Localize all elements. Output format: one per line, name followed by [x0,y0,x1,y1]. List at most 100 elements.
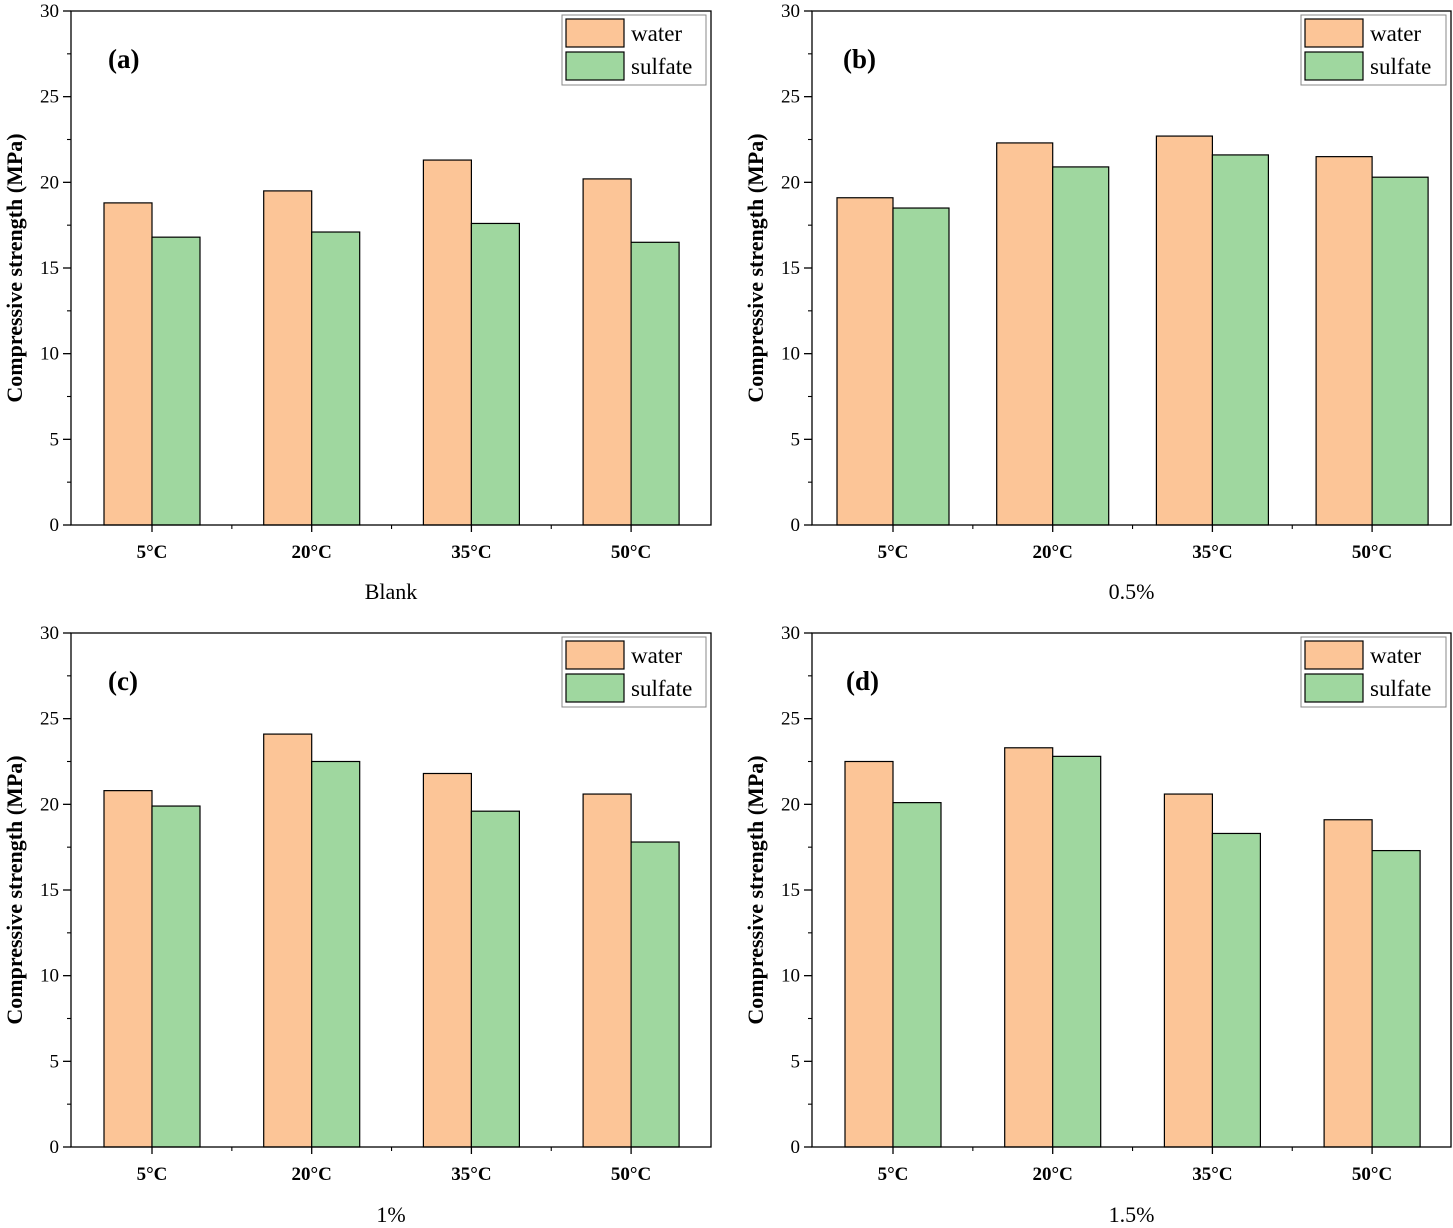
legend-label-water: water [631,21,682,46]
y-tick-label: 15 [40,880,59,901]
x-tick-label: 5°C [878,542,909,563]
x-tick-label: 35°C [1192,1164,1232,1185]
x-axis-label: 1% [376,1202,405,1227]
bar-water-2 [1163,793,1214,1148]
y-axis-label: Compressive strength (MPa) [743,133,768,402]
y-tick-label: 10 [781,966,800,987]
x-tick-label: 20°C [1033,542,1073,563]
bar-sulfate-0 [892,207,950,526]
y-tick-label: 0 [50,515,60,536]
legend: water sulfate [561,636,707,708]
y-tick-label: 20 [40,172,59,193]
x-tick-label: 50°C [611,542,651,563]
y-tick-label: 20 [781,794,800,815]
bar-water-0 [103,202,153,526]
x-tick-label: 35°C [451,1164,491,1185]
x-tick-label: 5°C [137,1164,168,1185]
legend-label-sulfate: sulfate [631,676,692,701]
legend-swatch-sulfate [565,51,625,81]
legend-label-water: water [1370,643,1421,668]
x-tick-label: 20°C [292,542,332,563]
y-tick-label: 15 [40,258,59,279]
bar-sulfate-2 [1211,832,1262,1148]
bar-sulfate-0 [892,802,942,1148]
x-axis-label: Blank [365,579,418,604]
y-axis-label: Compressive strength (MPa) [2,755,27,1024]
y-tick-label: 10 [781,344,800,365]
panel-tag: (b) [843,44,876,74]
panel-tag: (d) [846,666,879,696]
y-axis-label: Compressive strength (MPa) [2,133,27,402]
bar-water-2 [422,772,472,1148]
y-tick-label: 30 [781,1,800,22]
bar-water-3 [582,178,632,526]
legend-swatch-sulfate [1304,673,1364,703]
panel-tag: (a) [108,44,139,74]
legend: water sulfate [1300,14,1447,86]
y-tick-label: 25 [781,87,800,108]
x-tick-label: 35°C [1192,542,1232,563]
bar-sulfate-0 [151,236,201,526]
y-tick-label: 20 [40,794,59,815]
bar-water-2 [422,159,472,526]
legend: water sulfate [561,14,707,86]
bar-sulfate-2 [470,810,520,1148]
legend: water sulfate [1300,636,1447,708]
y-tick-label: 20 [781,172,800,193]
y-tick-label: 10 [40,966,59,987]
legend-label-sulfate: sulfate [1370,54,1431,79]
bar-water-3 [1323,819,1373,1148]
legend-label-water: water [631,643,682,668]
x-tick-label: 5°C [878,1164,909,1185]
bar-water-1 [263,733,313,1148]
bar-sulfate-3 [1371,176,1429,526]
bar-sulfate-1 [311,231,361,526]
bar-sulfate-1 [1052,166,1110,526]
y-tick-label: 5 [791,1051,801,1072]
y-tick-label: 30 [781,623,800,644]
y-tick-label: 25 [40,709,59,730]
bar-water-1 [996,142,1054,526]
chart-panel-3: 0 5 10 15 20 25 30 5°C 20°C 35°C 50°C Compressive s… [2,623,712,1227]
y-tick-label: 5 [50,429,60,450]
bar-sulfate-3 [1371,849,1421,1148]
y-tick-label: 0 [50,1137,60,1158]
x-tick-label: 50°C [611,1164,651,1185]
y-tick-label: 5 [50,1051,60,1072]
x-tick-label: 50°C [1352,542,1392,563]
bar-water-1 [263,190,313,526]
y-tick-label: 25 [781,709,800,730]
x-tick-label: 20°C [292,1164,332,1185]
x-tick-label: 50°C [1352,1164,1392,1185]
legend-swatch-sulfate [1304,51,1364,81]
legend-swatch-water [1304,640,1364,670]
legend-swatch-sulfate [565,673,625,703]
bar-water-3 [1315,156,1373,526]
y-tick-label: 5 [791,429,801,450]
legend-swatch-water [565,18,625,48]
chart-panel-1: 0 5 10 15 20 25 30 5°C 20°C 35°C 50°C Compressive s… [2,1,712,604]
legend-label-water: water [1370,21,1421,46]
bar-water-3 [582,793,632,1148]
bar-sulfate-3 [630,841,680,1148]
x-axis-label: 0.5% [1109,579,1155,604]
legend-label-sulfate: sulfate [1370,676,1431,701]
legend-swatch-water [565,640,625,670]
bar-sulfate-1 [1052,755,1102,1148]
y-tick-label: 25 [40,87,59,108]
bar-sulfate-0 [151,805,201,1148]
x-tick-label: 35°C [451,542,491,563]
x-tick-label: 5°C [137,542,168,563]
y-tick-label: 0 [791,1137,801,1158]
bar-sulfate-2 [1211,154,1270,526]
y-tick-label: 15 [781,258,800,279]
x-axis-label: 1.5% [1109,1202,1155,1227]
x-tick-label: 20°C [1033,1164,1073,1185]
y-tick-label: 15 [781,880,800,901]
bar-water-2 [1155,135,1214,526]
bar-sulfate-3 [630,241,680,526]
y-axis-label: Compressive strength (MPa) [743,755,768,1024]
y-tick-label: 10 [40,344,59,365]
panel-tag: (c) [108,666,138,696]
